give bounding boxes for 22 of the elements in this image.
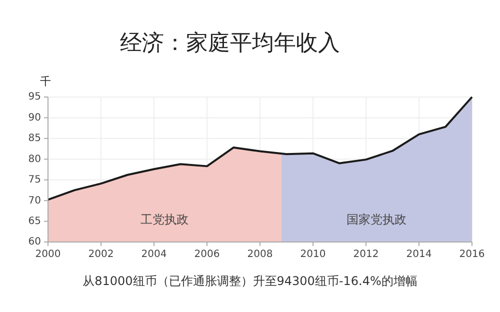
x-tick-label: 2010 [300,249,326,260]
x-tick-label: 2008 [247,249,273,260]
annotation: 国家党执政 [346,212,407,226]
y-tick-label: 70 [28,195,41,206]
y-tick-label: 75 [28,174,41,186]
x-tick-label: 2002 [88,249,114,260]
annotation: 工党执政 [140,212,189,226]
y-tick-label: 60 [28,236,41,248]
y-tick-label: 65 [28,216,41,228]
x-tick-label: 2014 [406,249,432,260]
chart-title: 经济：家庭平均年收入 [120,31,340,56]
x-tick-label: 2016 [459,249,485,260]
x-tick-label: 2012 [353,249,379,260]
x-tick-label: 2004 [141,249,167,260]
y-tick-label: 85 [28,133,41,144]
x-tick-label: 2006 [194,249,220,260]
y-axis-title: 千 [40,75,51,88]
y-tick-label: 90 [28,112,41,124]
y-tick-label: 95 [28,92,41,103]
y-tick-label: 80 [28,154,41,165]
text: 从81000纽币（已作通胀调整）升至94300纽币-16.4%的增幅 [82,274,418,288]
x-tick-label: 2000 [35,249,61,260]
